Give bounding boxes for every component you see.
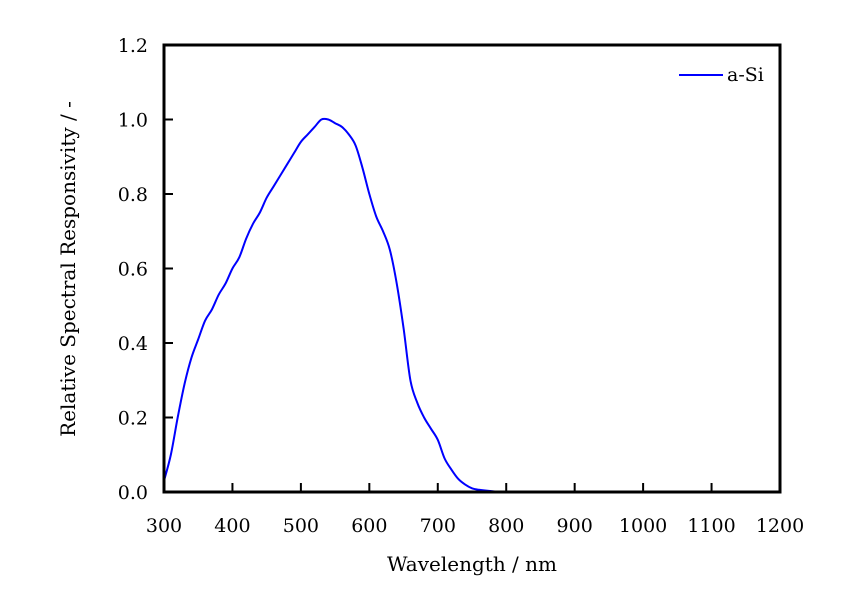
x-tick-label: 500 xyxy=(283,515,319,537)
y-tick-label: 0.2 xyxy=(118,408,148,430)
x-tick-label: 800 xyxy=(488,515,524,537)
x-tick-label: 400 xyxy=(214,515,250,537)
x-tick-label: 1100 xyxy=(687,515,735,537)
y-tick-label: 1.2 xyxy=(118,35,148,57)
y-tick-label: 0.8 xyxy=(118,184,148,206)
y-axis-title: Relative Spectral Responsivity / - xyxy=(56,101,80,437)
y-tick-label: 0.4 xyxy=(118,333,148,355)
x-tick-label: 600 xyxy=(351,515,387,537)
x-axis-title: Wavelength / nm xyxy=(387,552,557,576)
x-tick-label: 300 xyxy=(146,515,182,537)
x-tick-label: 1000 xyxy=(619,515,667,537)
y-tick-label: 0.6 xyxy=(118,259,148,281)
y-tick-label: 1.0 xyxy=(118,110,148,132)
legend-label-a-si: a-Si xyxy=(727,64,764,86)
legend: a-Si xyxy=(679,64,764,86)
series-line-a-si xyxy=(163,117,575,494)
series-layer xyxy=(163,117,575,494)
y-tick-labels: 0.0 0.2 0.4 0.6 0.8 1.0 1.2 xyxy=(118,35,148,504)
x-tick-label: 900 xyxy=(557,515,593,537)
y-tick-label: 0.0 xyxy=(118,482,148,504)
x-tick-labels: 300 400 500 600 700 800 900 1000 1100 1200 xyxy=(146,515,804,537)
x-tick-label: 700 xyxy=(420,515,456,537)
ticks-layer xyxy=(163,44,781,493)
x-tick-label: 1200 xyxy=(756,515,804,537)
plot-frame xyxy=(162,43,782,494)
